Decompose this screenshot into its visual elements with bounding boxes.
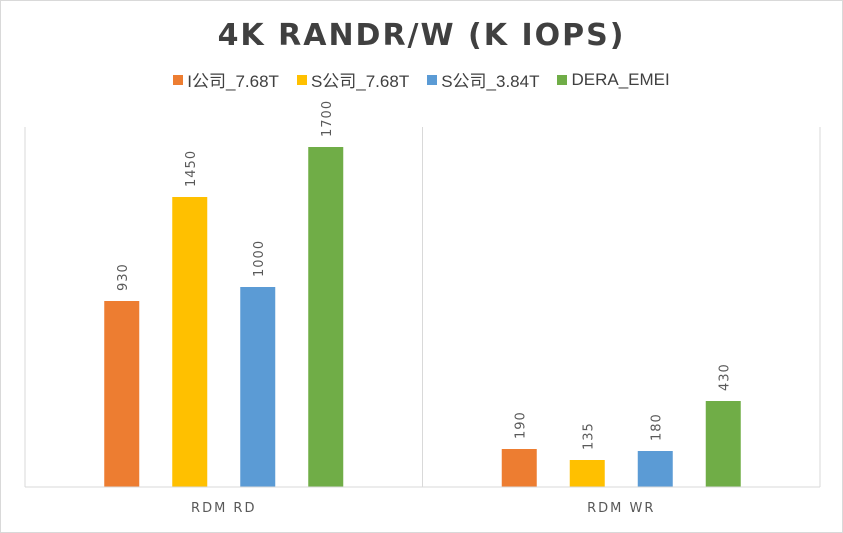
data-label: 1000 <box>252 240 267 277</box>
data-label: 930 <box>116 263 131 291</box>
chart-legend: I公司_7.68T S公司_7.68T S公司_3.84T DERA_EMEI <box>0 67 843 92</box>
bar-rdm-rd-1 <box>104 301 140 487</box>
legend-label: I公司_7.68T <box>187 72 279 91</box>
legend-label: S公司_3.84T <box>441 72 540 91</box>
bar-rdm-rd-4 <box>308 147 344 487</box>
legend-item-3: S公司_3.84T <box>427 67 539 92</box>
legend-item-2: S公司_7.68T <box>296 67 410 92</box>
bar-rdm-rd-3 <box>240 287 276 487</box>
legend-swatch <box>296 74 307 85</box>
bar-rdm-wr-1 <box>501 449 537 487</box>
legend-item-4: DERA_EMEI <box>557 67 670 92</box>
bar-rdm-wr-4 <box>705 401 741 487</box>
data-label: 135 <box>581 422 596 450</box>
bar-rdm-wr-2 <box>569 460 605 487</box>
legend-swatch <box>557 74 568 85</box>
category-label: RDM WR <box>587 501 655 516</box>
legend-item-1: I公司_7.68T <box>173 67 279 92</box>
data-label: 430 <box>717 363 732 391</box>
data-label: 1450 <box>184 150 199 187</box>
legend-label: DERA_EMEI <box>571 69 670 89</box>
legend-swatch <box>427 74 438 85</box>
data-label: 180 <box>649 413 664 441</box>
legend-label: S公司_7.68T <box>310 72 410 91</box>
data-label: 1700 <box>320 100 335 137</box>
bar-rdm-wr-3 <box>637 451 673 487</box>
bar-rdm-rd-2 <box>172 197 208 487</box>
category-label: RDM RD <box>191 501 256 516</box>
chart-title: 4K RANDR/W (K IOPS) <box>217 18 626 53</box>
data-label: 190 <box>513 411 528 439</box>
legend-swatch <box>173 74 184 85</box>
